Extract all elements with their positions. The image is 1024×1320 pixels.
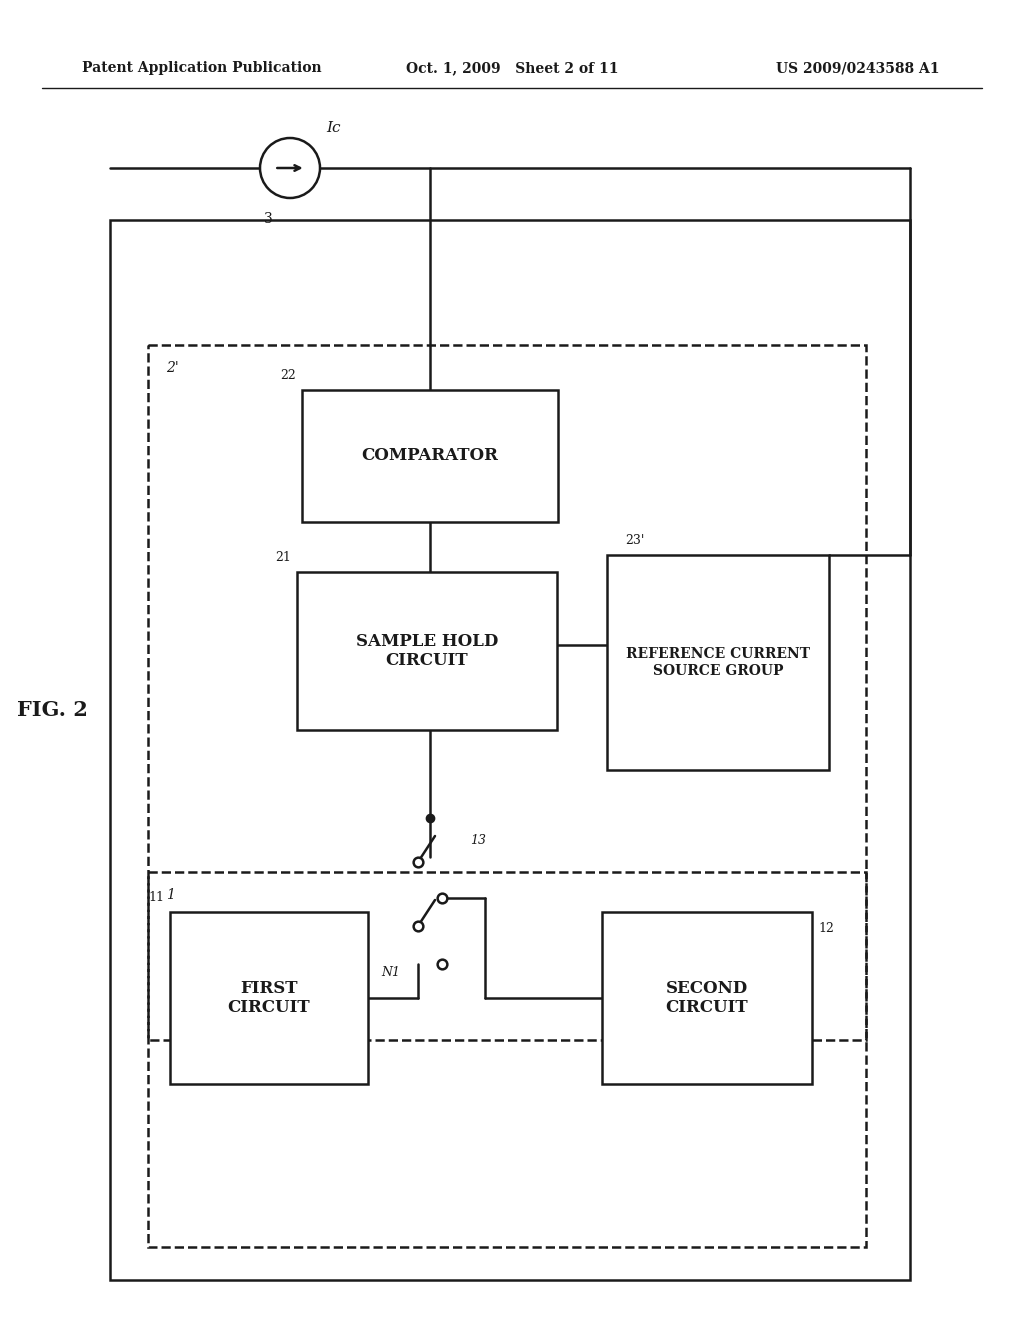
Text: 23': 23': [625, 535, 644, 546]
Text: 21: 21: [275, 550, 291, 564]
Text: Patent Application Publication: Patent Application Publication: [82, 61, 322, 75]
Text: 11: 11: [148, 891, 164, 904]
Text: FIRST
CIRCUIT: FIRST CIRCUIT: [227, 979, 310, 1016]
Text: 2': 2': [166, 360, 179, 375]
Text: REFERENCE CURRENT
SOURCE GROUP: REFERENCE CURRENT SOURCE GROUP: [626, 647, 810, 677]
Bar: [607, 554, 829, 770]
Text: SECOND
CIRCUIT: SECOND CIRCUIT: [666, 979, 749, 1016]
Text: Ic: Ic: [326, 121, 341, 135]
Circle shape: [260, 139, 319, 198]
Bar: [148, 873, 866, 1247]
Bar: [110, 220, 910, 1280]
Text: 3: 3: [264, 213, 272, 226]
Text: 12: 12: [818, 921, 834, 935]
Text: N1: N1: [381, 965, 400, 978]
Text: SAMPLE HOLD
CIRCUIT: SAMPLE HOLD CIRCUIT: [355, 632, 499, 669]
Bar: [302, 389, 558, 521]
Text: COMPARATOR: COMPARATOR: [361, 447, 499, 465]
Text: US 2009/0243588 A1: US 2009/0243588 A1: [776, 61, 940, 75]
Text: FIG. 2: FIG. 2: [16, 700, 87, 719]
Bar: [170, 912, 368, 1084]
Bar: [148, 345, 866, 1040]
Bar: [602, 912, 812, 1084]
Text: Oct. 1, 2009   Sheet 2 of 11: Oct. 1, 2009 Sheet 2 of 11: [406, 61, 618, 75]
Text: 1: 1: [166, 888, 175, 902]
Bar: [297, 572, 557, 730]
Text: 22: 22: [281, 370, 296, 381]
Text: 13: 13: [470, 833, 486, 846]
